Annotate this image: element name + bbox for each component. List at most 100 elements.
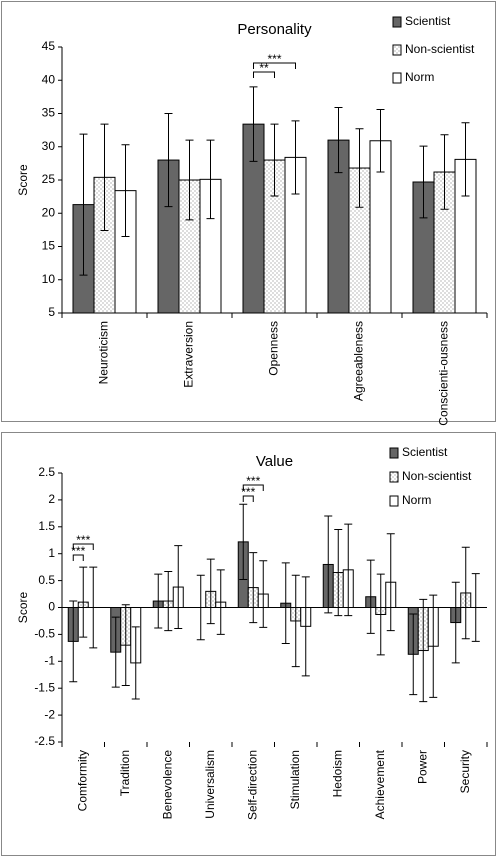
significance-bracket [253,71,275,78]
error-bar [461,546,470,640]
x-tick-label: Power [415,750,429,784]
legend-swatch [392,44,402,56]
annotation: *** [241,485,255,499]
legend-swatch [389,447,399,459]
error-bar [344,523,353,617]
y-tick-label: 25 [42,172,56,186]
chart-title: Value [256,453,293,470]
error-bar [206,558,215,625]
y-tick-label: -0.5 [34,627,55,641]
y-tick-label: 20 [42,205,56,219]
legend-swatch [392,72,402,84]
y-tick-label: 0 [48,600,55,614]
error-bar [206,139,215,220]
x-tick-label: Openness [267,321,281,376]
x-tick-label: Hedoism [330,750,344,797]
chart-title: Personality [237,21,312,38]
y-axis-label: Score [16,164,30,196]
error-bar [334,107,343,174]
y-tick-label: 45 [42,39,56,53]
error-bar [100,123,109,232]
annotation: *** [246,474,260,488]
y-tick-label: 35 [42,106,56,120]
error-bar [79,566,88,638]
x-tick-label: Tradition [118,750,132,796]
x-tick-label: Extraversion [182,321,196,388]
y-tick-label: 0.5 [38,573,55,587]
error-bar [376,109,385,173]
y-tick-label: 5 [48,305,55,319]
significance-bracket [72,554,84,561]
annotation: *** [267,52,281,66]
error-bar [334,528,343,617]
error-bar [419,598,428,703]
error-bar [164,113,173,208]
error-bar [366,559,375,634]
error-bar [79,133,88,276]
error-bar [270,123,279,197]
legend-swatch [389,495,399,507]
error-bar [409,613,418,696]
error-bar [154,573,163,629]
y-tick-label: 15 [42,239,56,253]
y-tick-label: -2 [44,707,55,721]
error-bar [249,552,258,624]
y-tick-label: 2 [48,492,55,506]
error-bar [111,616,120,688]
y-tick-label: 2.5 [38,465,55,479]
x-tick-label: Neuroticism [97,321,111,384]
y-tick-label: 1.5 [38,519,55,533]
error-bar [355,128,364,208]
error-bar [461,122,470,197]
chart-frame [1,1,496,422]
x-tick-label: Achievement [373,749,387,819]
error-bar [121,144,130,238]
y-tick-label: -1.5 [34,680,55,694]
y-tick-label: -2.5 [34,734,55,748]
significance-bracket [72,543,94,550]
significance-bracket [242,484,264,491]
significance-bracket [253,62,296,69]
error-bar [386,533,395,632]
annotation: *** [71,544,85,558]
error-bar [249,86,258,162]
x-tick-label: Self-direction [245,750,259,820]
error-bar [131,626,140,700]
error-bar [239,503,248,581]
legend-label: Scientist [405,14,451,28]
legend-label: Non-scientist [402,469,472,483]
error-bar [451,581,460,664]
error-bar [419,145,428,219]
error-bar [291,120,300,195]
x-tick-label: Security [458,750,472,793]
y-tick-label: 10 [42,272,56,286]
annotation: ** [259,61,269,75]
x-tick-label: Comformity [75,750,89,811]
legend-label: Norm [405,70,434,84]
x-tick-label: Benevolence [160,750,174,820]
y-tick-label: 30 [42,139,56,153]
x-tick-label: Stimulation [288,750,302,809]
legend-swatch [389,471,399,483]
y-tick-label: -1 [44,653,55,667]
error-bar [69,600,78,683]
error-bar [281,562,290,645]
legend-label: Non-scientist [405,42,475,56]
x-tick-label: Conscienti-ousness [437,321,451,426]
error-bar [196,574,205,641]
error-bar [259,560,268,628]
error-bar [376,573,385,656]
legend-swatch [392,16,402,28]
error-bar [301,576,310,677]
y-tick-label: 1 [48,546,55,560]
error-bar [440,134,449,210]
error-bar [216,569,225,635]
significance-bracket [242,495,254,502]
y-axis-label: Score [16,592,30,624]
error-bar [429,594,438,698]
x-tick-label: Universalism [203,750,217,819]
x-tick-label: Agreeableness [352,321,366,401]
error-bar [185,139,194,221]
legend-label: Norm [402,493,431,507]
